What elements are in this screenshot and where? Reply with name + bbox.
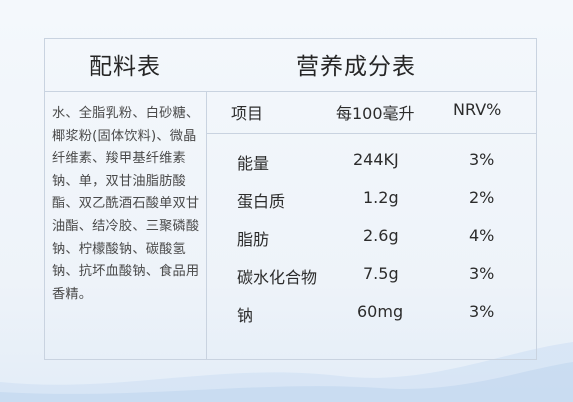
nutrient-name: 碳水化合物 [237,268,318,287]
nutrient-value: 60mg [357,302,404,321]
nutrient-value: 244KJ [353,150,399,169]
header-divider [45,91,536,92]
nutrient-name: 钠 [237,306,254,325]
nutrition-row-energy: 能量 244KJ 3% [45,150,536,174]
column-divider [206,91,207,359]
nutrition-title: 营养成分表 [296,54,416,80]
nutrient-nrv: 4% [469,226,495,245]
nutrition-row-fat: 脂肪 2.6g 4% [45,226,536,250]
nutrient-value: 7.5g [363,264,399,283]
nutrient-name: 脂肪 [237,230,270,249]
ingredients-list: 水、全脂乳粉、白砂糖、椰浆粉(固体饮料)、微晶纤维素、羧甲基纤维素钠、单，双甘油… [52,106,200,302]
header-per-100ml: 每100毫升 [336,104,415,123]
nutrition-header-divider [206,133,536,134]
nutrient-value: 2.6g [363,226,399,245]
label-panel: 配料表 营养成分表 水、全脂乳粉、白砂糖、椰浆粉(固体饮料)、微晶纤维素、羧甲基… [44,38,537,360]
ingredients-title: 配料表 [89,54,161,80]
nutrient-nrv: 3% [469,302,495,321]
nutrient-nrv: 2% [469,188,495,207]
nutrient-nrv: 3% [469,264,495,283]
nutrition-row-carbohydrate: 碳水化合物 7.5g 3% [45,264,536,288]
header-item: 项目 [231,104,264,123]
nutrition-row-sodium: 钠 60mg 3% [45,302,536,326]
nutrient-name: 能量 [237,154,270,173]
nutrient-nrv: 3% [469,150,495,169]
header-nrv: NRV% [453,100,502,119]
nutrition-row-protein: 蛋白质 1.2g 2% [45,188,536,212]
nutrient-name: 蛋白质 [237,192,286,211]
nutrient-value: 1.2g [363,188,399,207]
